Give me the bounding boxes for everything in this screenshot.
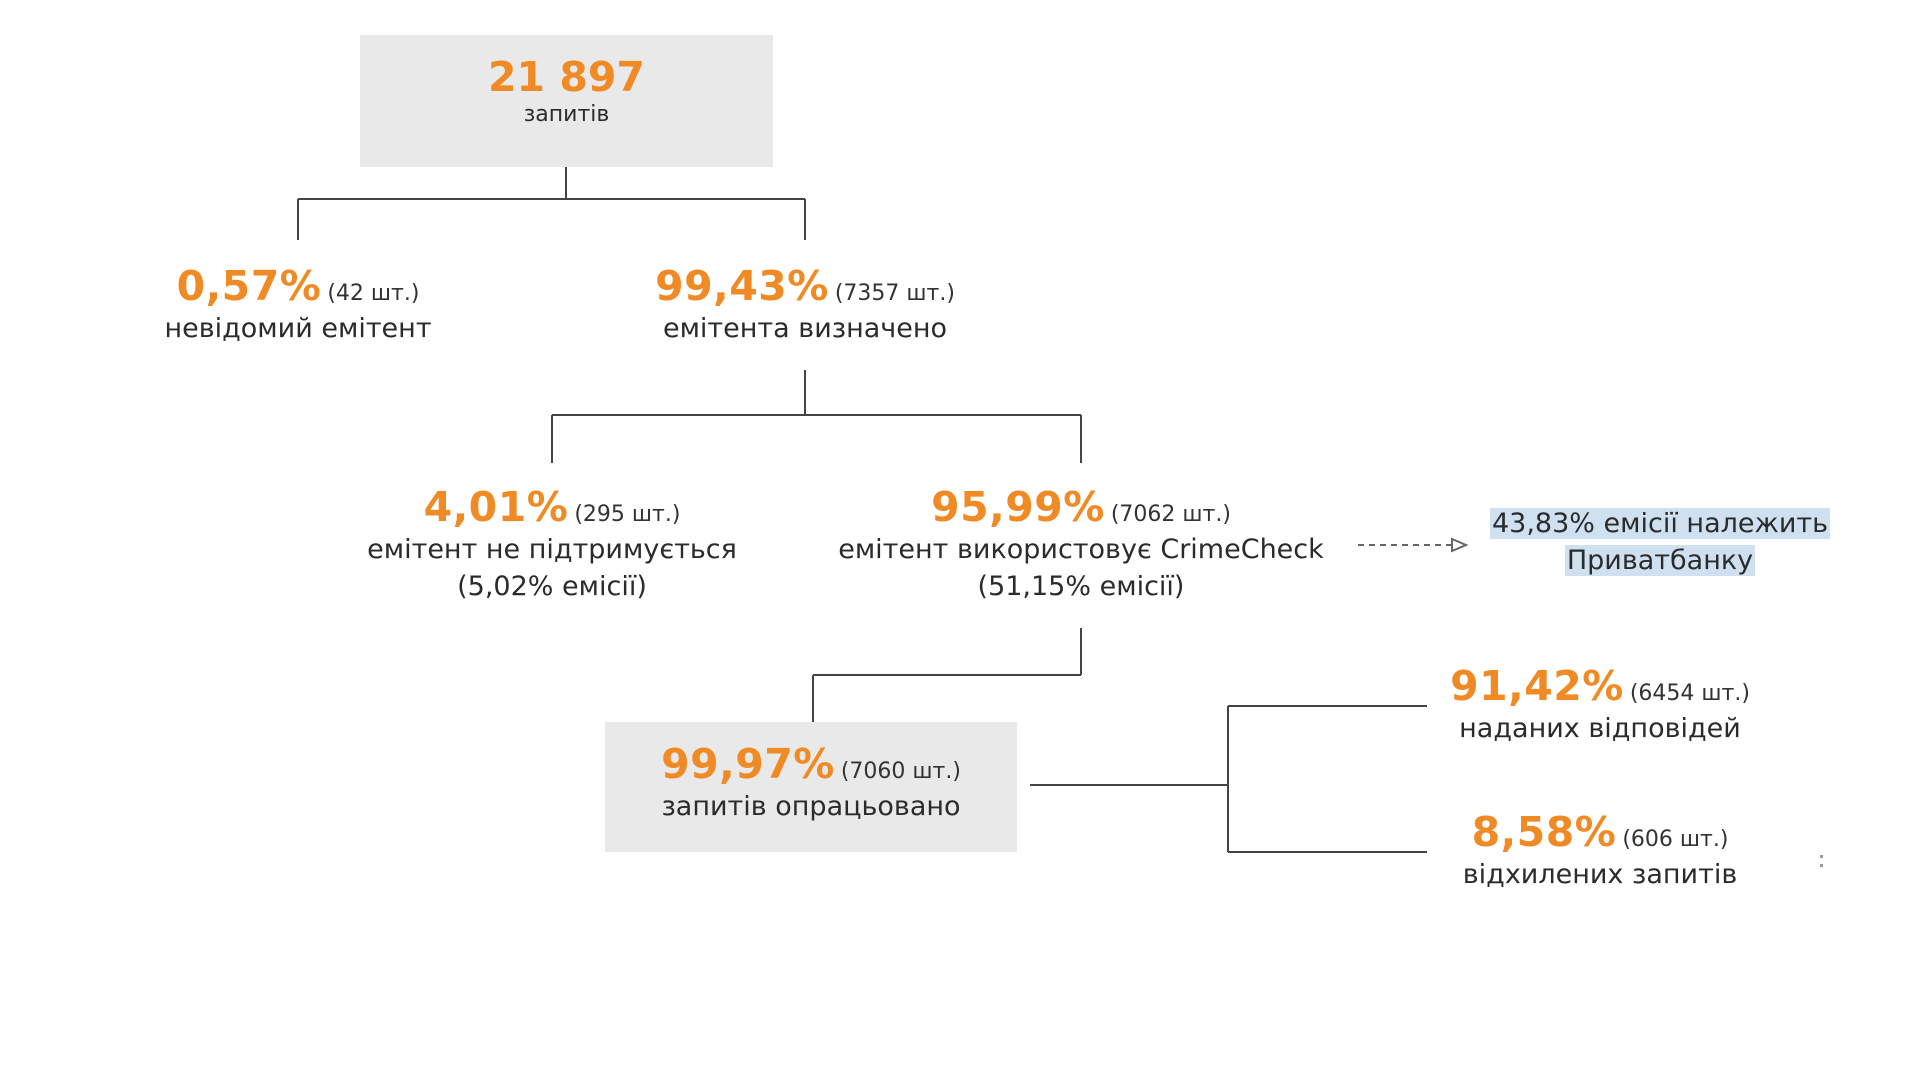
rejected-node: 8,58% (606 шт.) відхилених запитів — [1420, 808, 1780, 893]
answered-label: наданих відповідей — [1459, 713, 1741, 744]
uses-crimecheck-pct: 95,99% — [931, 483, 1105, 531]
answered-count: (6454 шт.) — [1629, 681, 1750, 706]
connector-processed — [1030, 705, 1427, 853]
unknown-issuer-node: 0,57% (42 шт.) невідомий емітент — [148, 262, 448, 347]
uses-crimecheck-sub: (51,15% емісії) — [977, 571, 1185, 602]
known-issuer-count: (7357 шт.) — [834, 281, 955, 306]
root-label: запитів — [523, 102, 610, 127]
unknown-issuer-pct: 0,57% — [176, 262, 322, 310]
processed-node: 99,97% (7060 шт.) запитів опрацьовано — [605, 722, 1017, 852]
connector-crimecheck — [812, 628, 1082, 722]
uses-crimecheck-node: 95,99% (7062 шт.) емітент використовує Cr… — [821, 483, 1341, 605]
answered-pct: 91,42% — [1450, 662, 1624, 710]
rejected-pct: 8,58% — [1471, 808, 1617, 856]
root-value: 21 897 — [488, 53, 645, 101]
rejected-count: (606 шт.) — [1622, 827, 1729, 852]
unknown-issuer-count: (42 шт.) — [327, 281, 420, 306]
not-supported-count: (295 шт.) — [574, 502, 681, 527]
processed-count: (7060 шт.) — [840, 759, 961, 784]
not-supported-label: емітент не підтримується — [367, 534, 737, 565]
not-supported-sub: (5,02% емісії) — [457, 571, 647, 602]
not-supported-pct: 4,01% — [423, 483, 569, 531]
connector-known — [551, 370, 1082, 463]
uses-crimecheck-count: (7062 шт.) — [1110, 502, 1231, 527]
root-node: 21 897 запитів — [360, 35, 773, 167]
known-issuer-label: емітента визначено — [662, 313, 948, 344]
rejected-label: відхилених запитів — [1462, 859, 1738, 890]
processed-label: запитів опрацьовано — [661, 791, 961, 822]
answered-node: 91,42% (6454 шт.) наданих відповідей — [1420, 662, 1780, 747]
known-issuer-pct: 99,43% — [655, 262, 829, 310]
not-supported-node: 4,01% (295 шт.) емітент не підтримується … — [352, 483, 752, 605]
privatbank-note: 43,83% емісії належить Приватбанку — [1480, 505, 1840, 579]
connector-root — [297, 160, 806, 240]
privatbank-note-line2: Приватбанку — [1564, 545, 1756, 576]
privatbank-note-line1: 43,83% емісії належить — [1489, 508, 1831, 539]
more-dots-icon — [1820, 855, 1824, 873]
unknown-issuer-label: невідомий емітент — [164, 313, 432, 344]
uses-crimecheck-label: емітент використовує CrimeCheck — [838, 534, 1324, 565]
processed-pct: 99,97% — [661, 740, 835, 788]
dashed-arrow — [1358, 537, 1469, 553]
known-issuer-node: 99,43% (7357 шт.) емітента визначено — [625, 262, 985, 347]
